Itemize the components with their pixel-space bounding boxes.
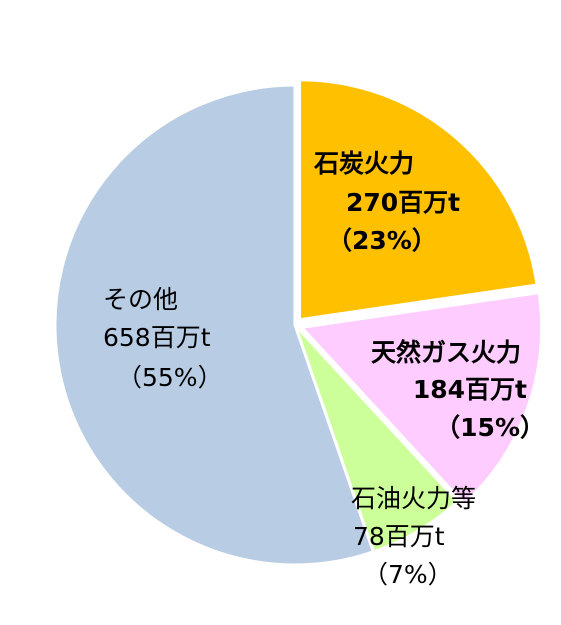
slices-layer xyxy=(53,78,544,567)
slice-label-gas-name: 天然ガス火力 xyxy=(371,338,521,367)
slice-label-gas-percent: （15%） xyxy=(435,413,545,442)
slice-label-gas-value: 184百万t xyxy=(413,375,527,404)
slice-label-coal-percent: （23%） xyxy=(327,226,437,255)
pie-slice-gas xyxy=(298,290,544,506)
slice-label-oil-value: 78百万t xyxy=(353,522,445,551)
slice-label-coal-value: 270百万t xyxy=(346,188,460,217)
slice-label-other-percent: （55%） xyxy=(117,363,223,392)
slice-label-coal-name: 石炭火力 xyxy=(313,149,414,178)
labels-layer: 石炭火力 270百万t （23%） 天然ガス火力 184百万t （15%） 石油火力等 78百… xyxy=(103,149,545,589)
pie-slice-coal xyxy=(298,78,539,322)
slice-label-oil-percent: （7%） xyxy=(363,560,453,589)
slice-label-other-value: 658百万t xyxy=(103,323,211,352)
slice-label-oil-name: 石油火力等 xyxy=(351,484,476,513)
slice-label-other-name: その他 xyxy=(103,285,178,314)
pie-slice-other xyxy=(53,83,376,567)
